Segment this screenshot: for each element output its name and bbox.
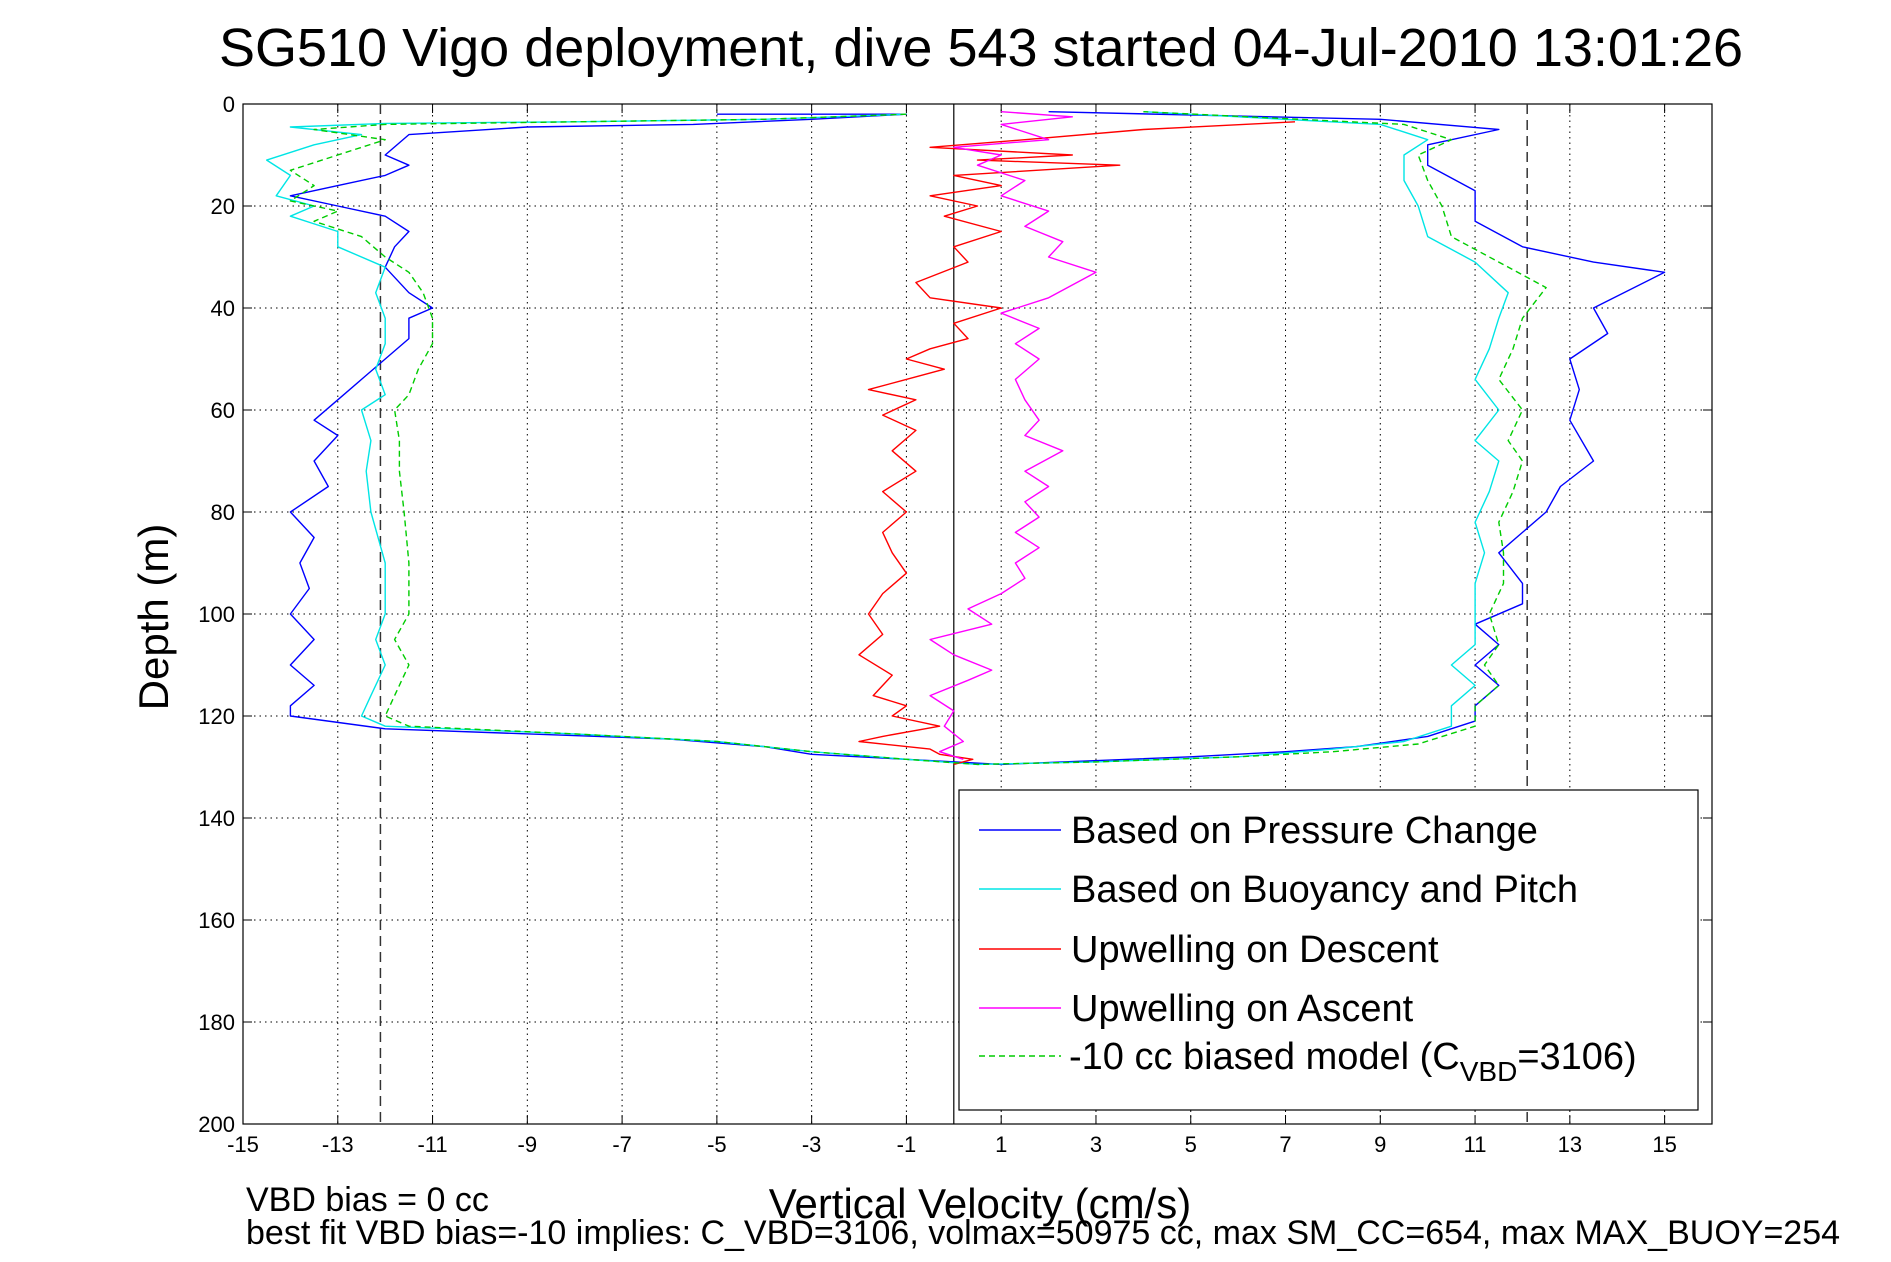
y-tick-label: 20 [211, 194, 235, 219]
x-tick-label: -11 [417, 1132, 447, 1157]
series-line-upwelling-on-descent [858, 121, 1296, 766]
series-line-10-cc-biased-model-c-vbd-3106 [289, 111, 1547, 766]
y-tick-label: 140 [198, 806, 235, 831]
y-axis-label: Depth (m) [130, 524, 177, 711]
x-tick-label: -13 [322, 1132, 354, 1157]
y-tick-label: 40 [211, 296, 235, 321]
x-tick-label: 5 [1185, 1132, 1197, 1157]
x-tick-label: -5 [707, 1132, 727, 1157]
y-tick-label: 100 [198, 602, 235, 627]
y-tick-label: 60 [211, 398, 235, 423]
plot-area: -15 -13 -11 -9 -7 -5 -3 -1 1 3 5 7 9 11 13 150204060801… [198, 92, 1713, 1157]
legend-label-model: -10 cc biased model (CVBD=3106) [1069, 1036, 1637, 1087]
x-tick-label: -9 [518, 1132, 538, 1157]
legend: Based on Pressure Change Based on Buoyanc… [958, 789, 1699, 1111]
chart-title: SG510 Vigo deployment, dive 543 started … [219, 18, 1743, 78]
y-tick-label: 0 [223, 92, 235, 117]
y-tick-label: 180 [198, 1010, 235, 1035]
x-tick-label: -1 [897, 1132, 917, 1157]
legend-label: Upwelling on Descent [1071, 929, 1439, 971]
x-tick-label: 7 [1279, 1132, 1291, 1157]
legend-label: Based on Pressure Change [1071, 810, 1538, 852]
x-tick-label: 9 [1374, 1132, 1386, 1157]
x-tick-label: 11 [1464, 1132, 1487, 1157]
x-axis-label: Vertical Velocity (cm/s) [769, 1180, 1191, 1227]
best-fit-note: best fit VBD bias=-10 implies: C_VBD=310… [246, 1214, 1840, 1252]
x-tick-label: 13 [1558, 1132, 1582, 1157]
x-tick-label: -15 [227, 1132, 259, 1157]
x-tick-label: -7 [612, 1132, 632, 1157]
y-tick-label: 160 [198, 908, 235, 933]
vbd-bias-note: VBD bias = 0 cc [246, 1181, 489, 1219]
x-tick-label: 15 [1652, 1132, 1676, 1157]
y-tick-label: 120 [198, 704, 235, 729]
x-tick-label: -3 [802, 1132, 822, 1157]
legend-label: Upwelling on Ascent [1071, 988, 1414, 1030]
x-tick-label: 1 [995, 1132, 1007, 1157]
y-tick-label: 80 [211, 500, 235, 525]
series-line-based-on-pressure-change [289, 111, 1666, 766]
legend-label: Based on Buoyancy and Pitch [1071, 869, 1578, 911]
y-tick-label: 200 [198, 1112, 235, 1137]
x-tick-label: 3 [1090, 1132, 1102, 1157]
series-line-upwelling-on-ascent [929, 111, 1097, 760]
legend-frame [958, 789, 1699, 1111]
